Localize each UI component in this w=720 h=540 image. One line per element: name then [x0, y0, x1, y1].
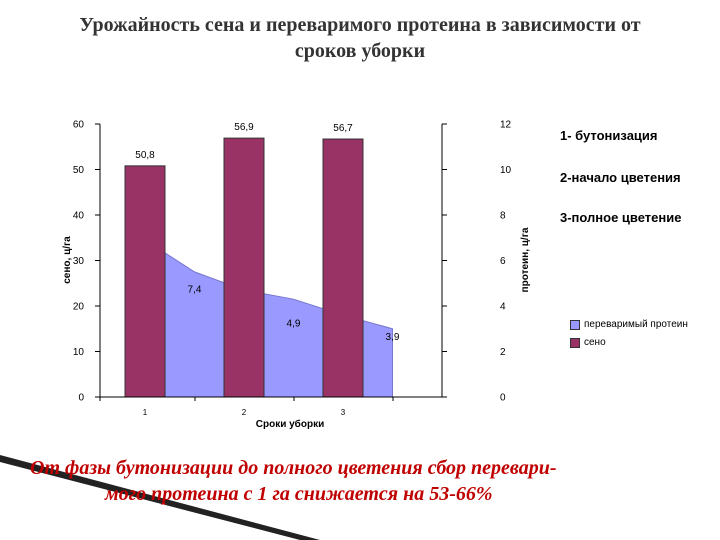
right-tick-label: 6 — [500, 256, 506, 267]
left-tick-label: 0 — [78, 393, 84, 404]
legend-swatch-protein — [570, 319, 580, 330]
right-tick-label: 10 — [500, 165, 512, 176]
legend-item-hay: сено — [570, 337, 606, 348]
legend-label-hay: сено — [584, 337, 606, 348]
protein-label-1: 7,4 — [188, 284, 202, 295]
x-axis-title: Сроки уборки — [256, 418, 324, 430]
legend-label-protein: переваримый протеин — [584, 319, 688, 330]
caption-line-2: мого протеина с 1 га снижается на 53-66% — [105, 483, 493, 505]
bar-hay-2 — [223, 137, 265, 398]
bar-label-1: 50,8 — [135, 150, 155, 161]
bar-hay-3 — [322, 138, 364, 398]
right-tick-label: 2 — [500, 347, 506, 358]
right-tick-label: 12 — [500, 120, 512, 131]
chart-title: Урожайность сена и переваримого протеина… — [0, 12, 720, 64]
note-stage-2: 2-начало цветения — [560, 170, 681, 185]
x-tick-label: 1 — [143, 408, 148, 417]
bar-label-2: 56,9 — [234, 122, 254, 133]
right-tick-label: 8 — [500, 211, 506, 222]
right-tick-label: 4 — [500, 302, 506, 313]
left-tick-label: 60 — [73, 120, 85, 131]
right-tick-label: 0 — [500, 393, 506, 404]
caption-line-1: От фазы бутонизации до полного цветения … — [30, 457, 557, 479]
title-line-1: Урожайность сена и переваримого протеина… — [79, 14, 641, 36]
left-tick-label: 10 — [73, 347, 85, 358]
y-axis-title-left: сено, ц/га — [62, 236, 73, 284]
y-axis-title-right: протеин, ц/га — [520, 227, 531, 292]
note-stage-3: 3-полное цветение — [560, 210, 682, 225]
left-tick-label: 50 — [73, 165, 85, 176]
x-tick-label: 2 — [242, 408, 247, 417]
left-tick-label: 40 — [73, 211, 85, 222]
left-tick-label: 30 — [73, 256, 85, 267]
bar-hay-1 — [124, 165, 166, 398]
conclusion-caption: От фазы бутонизации до полного цветения … — [30, 455, 710, 507]
note-stage-1: 1- бутонизация — [560, 128, 658, 143]
protein-label-2: 4,9 — [287, 318, 301, 329]
left-tick-label: 20 — [73, 302, 85, 313]
legend-item-protein: переваримый протеин — [570, 319, 688, 330]
title-line-2: сроков уборки — [294, 40, 426, 62]
x-tick-label: 3 — [341, 408, 346, 417]
legend-swatch-hay — [570, 337, 580, 348]
protein-label-3: 3,9 — [386, 332, 400, 343]
decoration-swoosh — [0, 455, 320, 540]
bar-label-3: 56,7 — [333, 123, 353, 134]
